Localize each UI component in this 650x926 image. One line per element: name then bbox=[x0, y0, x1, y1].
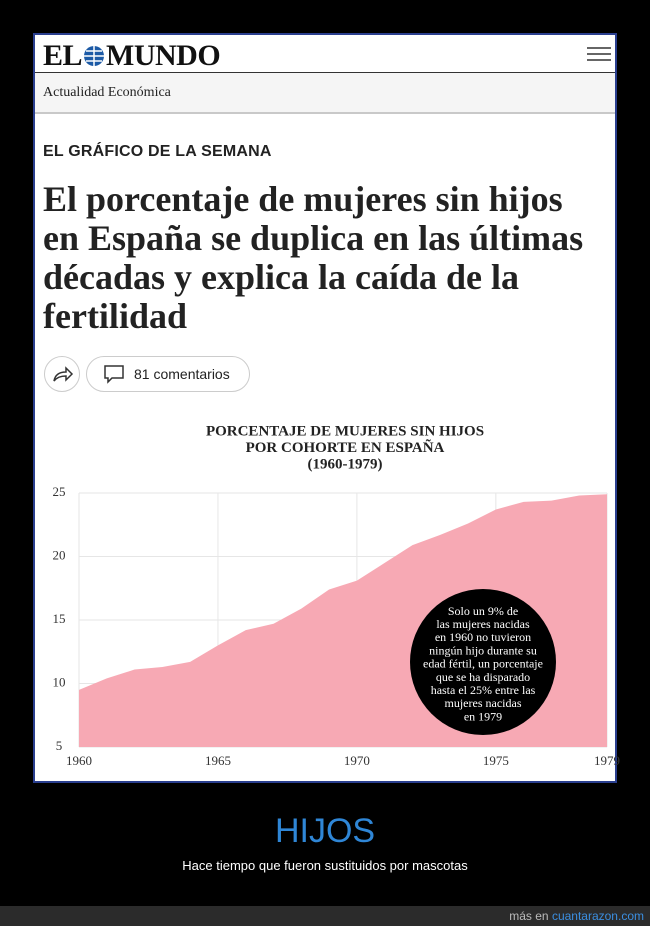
post-caption: Hace tiempo que fueron sustituidos por m… bbox=[182, 858, 468, 873]
headline-line: fertilidad bbox=[43, 296, 187, 336]
section-label: Actualidad Económica bbox=[43, 85, 171, 100]
comment-icon bbox=[104, 365, 124, 384]
headline: El porcentaje de mujeres sin hijos en Esp… bbox=[43, 180, 583, 336]
share-button[interactable] bbox=[44, 356, 80, 392]
comments-count: 81 comentarios bbox=[134, 366, 230, 382]
footer-link[interactable]: cuantarazon.com bbox=[551, 909, 644, 923]
headline-line: en España se duplica en las últimas bbox=[43, 218, 584, 258]
footer-text: más en bbox=[509, 909, 549, 923]
comments-button[interactable]: 81 comentarios bbox=[86, 356, 250, 392]
article-card: EL MUNDO Actualidad Económica EL GRÁFICO… bbox=[33, 33, 617, 783]
menu-button[interactable] bbox=[587, 47, 611, 61]
logo-text: EL bbox=[43, 39, 83, 72]
kicker: EL GRÁFICO DE LA SEMANA bbox=[43, 143, 272, 160]
logo-text: MUNDO bbox=[106, 39, 221, 72]
post-title: HIJOS bbox=[274, 812, 376, 850]
section-bar[interactable]: Actualidad Económica bbox=[35, 73, 615, 114]
logo[interactable]: EL MUNDO bbox=[43, 39, 221, 73]
headline-line: El porcentaje de mujeres sin hijos bbox=[43, 179, 563, 219]
footer: más en cuantarazon.com bbox=[0, 906, 650, 926]
logo-globe bbox=[84, 46, 105, 66]
divider bbox=[35, 72, 615, 73]
headline-line: décadas y explica la caída de la bbox=[43, 257, 519, 297]
